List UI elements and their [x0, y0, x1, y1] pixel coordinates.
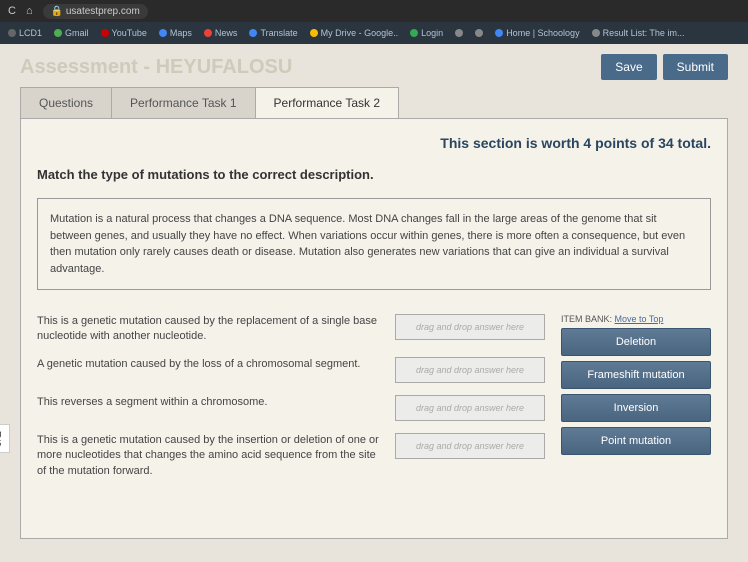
- match-desc: This is a genetic mutation caused by the…: [37, 314, 385, 345]
- tab-performance-task-1[interactable]: Performance Task 1: [111, 87, 256, 118]
- bookmark-gmail[interactable]: Gmail: [54, 28, 89, 38]
- left-edge-tab: g 5: [0, 424, 10, 453]
- bookmark-news[interactable]: News: [204, 28, 238, 38]
- bookmarks-bar: LCD1 Gmail YouTube Maps News Translate M…: [0, 22, 748, 44]
- url-text: usatestprep.com: [66, 6, 140, 17]
- match-desc: This reverses a segment within a chromos…: [37, 395, 385, 410]
- match-row: A genetic mutation caused by the loss of…: [37, 357, 545, 383]
- drop-zone[interactable]: drag and drop answer here: [395, 314, 545, 340]
- tab-performance-task-2[interactable]: Performance Task 2: [255, 87, 400, 118]
- bank-item-frameshift[interactable]: Frameshift mutation: [561, 361, 711, 389]
- match-descriptions: This is a genetic mutation caused by the…: [37, 314, 545, 491]
- section-points: This section is worth 4 points of 34 tot…: [37, 135, 711, 151]
- match-row: This is a genetic mutation caused by the…: [37, 314, 545, 345]
- matching-area: This is a genetic mutation caused by the…: [37, 314, 711, 491]
- bookmark-result[interactable]: Result List: The im...: [592, 28, 685, 38]
- tab-questions[interactable]: Questions: [20, 87, 112, 118]
- lock-icon: 🔒: [51, 6, 63, 17]
- drop-zone[interactable]: drag and drop answer here: [395, 433, 545, 459]
- main-content: g 5 Save Submit Assessment - HEYUFALOSU …: [0, 44, 748, 562]
- bookmark-youtube[interactable]: YouTube: [101, 28, 147, 38]
- info-box: Mutation is a natural process that chang…: [37, 198, 711, 290]
- bank-item-inversion[interactable]: Inversion: [561, 394, 711, 422]
- bookmark-translate[interactable]: Translate: [249, 28, 297, 38]
- bank-item-point[interactable]: Point mutation: [561, 427, 711, 455]
- action-buttons: Save Submit: [601, 54, 728, 80]
- move-to-top-link[interactable]: Move to Top: [615, 314, 664, 324]
- browser-toolbar: C ⌂ 🔒 usatestprep.com: [0, 0, 748, 22]
- match-row: This is a genetic mutation caused by the…: [37, 433, 545, 479]
- item-bank: ITEM BANK: Move to Top Deletion Frameshi…: [561, 314, 711, 491]
- tab-content: This section is worth 4 points of 34 tot…: [20, 119, 728, 539]
- drop-zone[interactable]: drag and drop answer here: [395, 395, 545, 421]
- match-row: This reverses a segment within a chromos…: [37, 395, 545, 421]
- tabs: Questions Performance Task 1 Performance…: [20, 87, 728, 119]
- home-icon[interactable]: ⌂: [26, 5, 33, 17]
- bookmark-login[interactable]: Login: [410, 28, 443, 38]
- item-bank-label: ITEM BANK: Move to Top: [561, 314, 711, 324]
- bookmark-icon2[interactable]: [475, 29, 483, 37]
- match-desc: This is a genetic mutation caused by the…: [37, 433, 385, 479]
- url-bar[interactable]: 🔒 usatestprep.com: [43, 4, 148, 19]
- submit-button[interactable]: Submit: [663, 54, 728, 80]
- instruction: Match the type of mutations to the corre…: [37, 167, 711, 182]
- bookmark-maps[interactable]: Maps: [159, 28, 192, 38]
- bookmark-schoology[interactable]: Home | Schoology: [495, 28, 579, 38]
- drop-zone[interactable]: drag and drop answer here: [395, 357, 545, 383]
- match-desc: A genetic mutation caused by the loss of…: [37, 357, 385, 372]
- save-button[interactable]: Save: [601, 54, 656, 80]
- bookmark-icon1[interactable]: [455, 29, 463, 37]
- reload-icon[interactable]: C: [8, 5, 16, 17]
- bookmark-drive[interactable]: My Drive - Google..: [310, 28, 399, 38]
- bookmark-lcd1[interactable]: LCD1: [8, 28, 42, 38]
- bank-item-deletion[interactable]: Deletion: [561, 328, 711, 356]
